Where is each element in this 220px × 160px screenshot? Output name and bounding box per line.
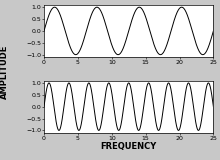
- X-axis label: FREQUENCY: FREQUENCY: [101, 142, 157, 151]
- Text: AMPLITUDE: AMPLITUDE: [0, 45, 9, 99]
